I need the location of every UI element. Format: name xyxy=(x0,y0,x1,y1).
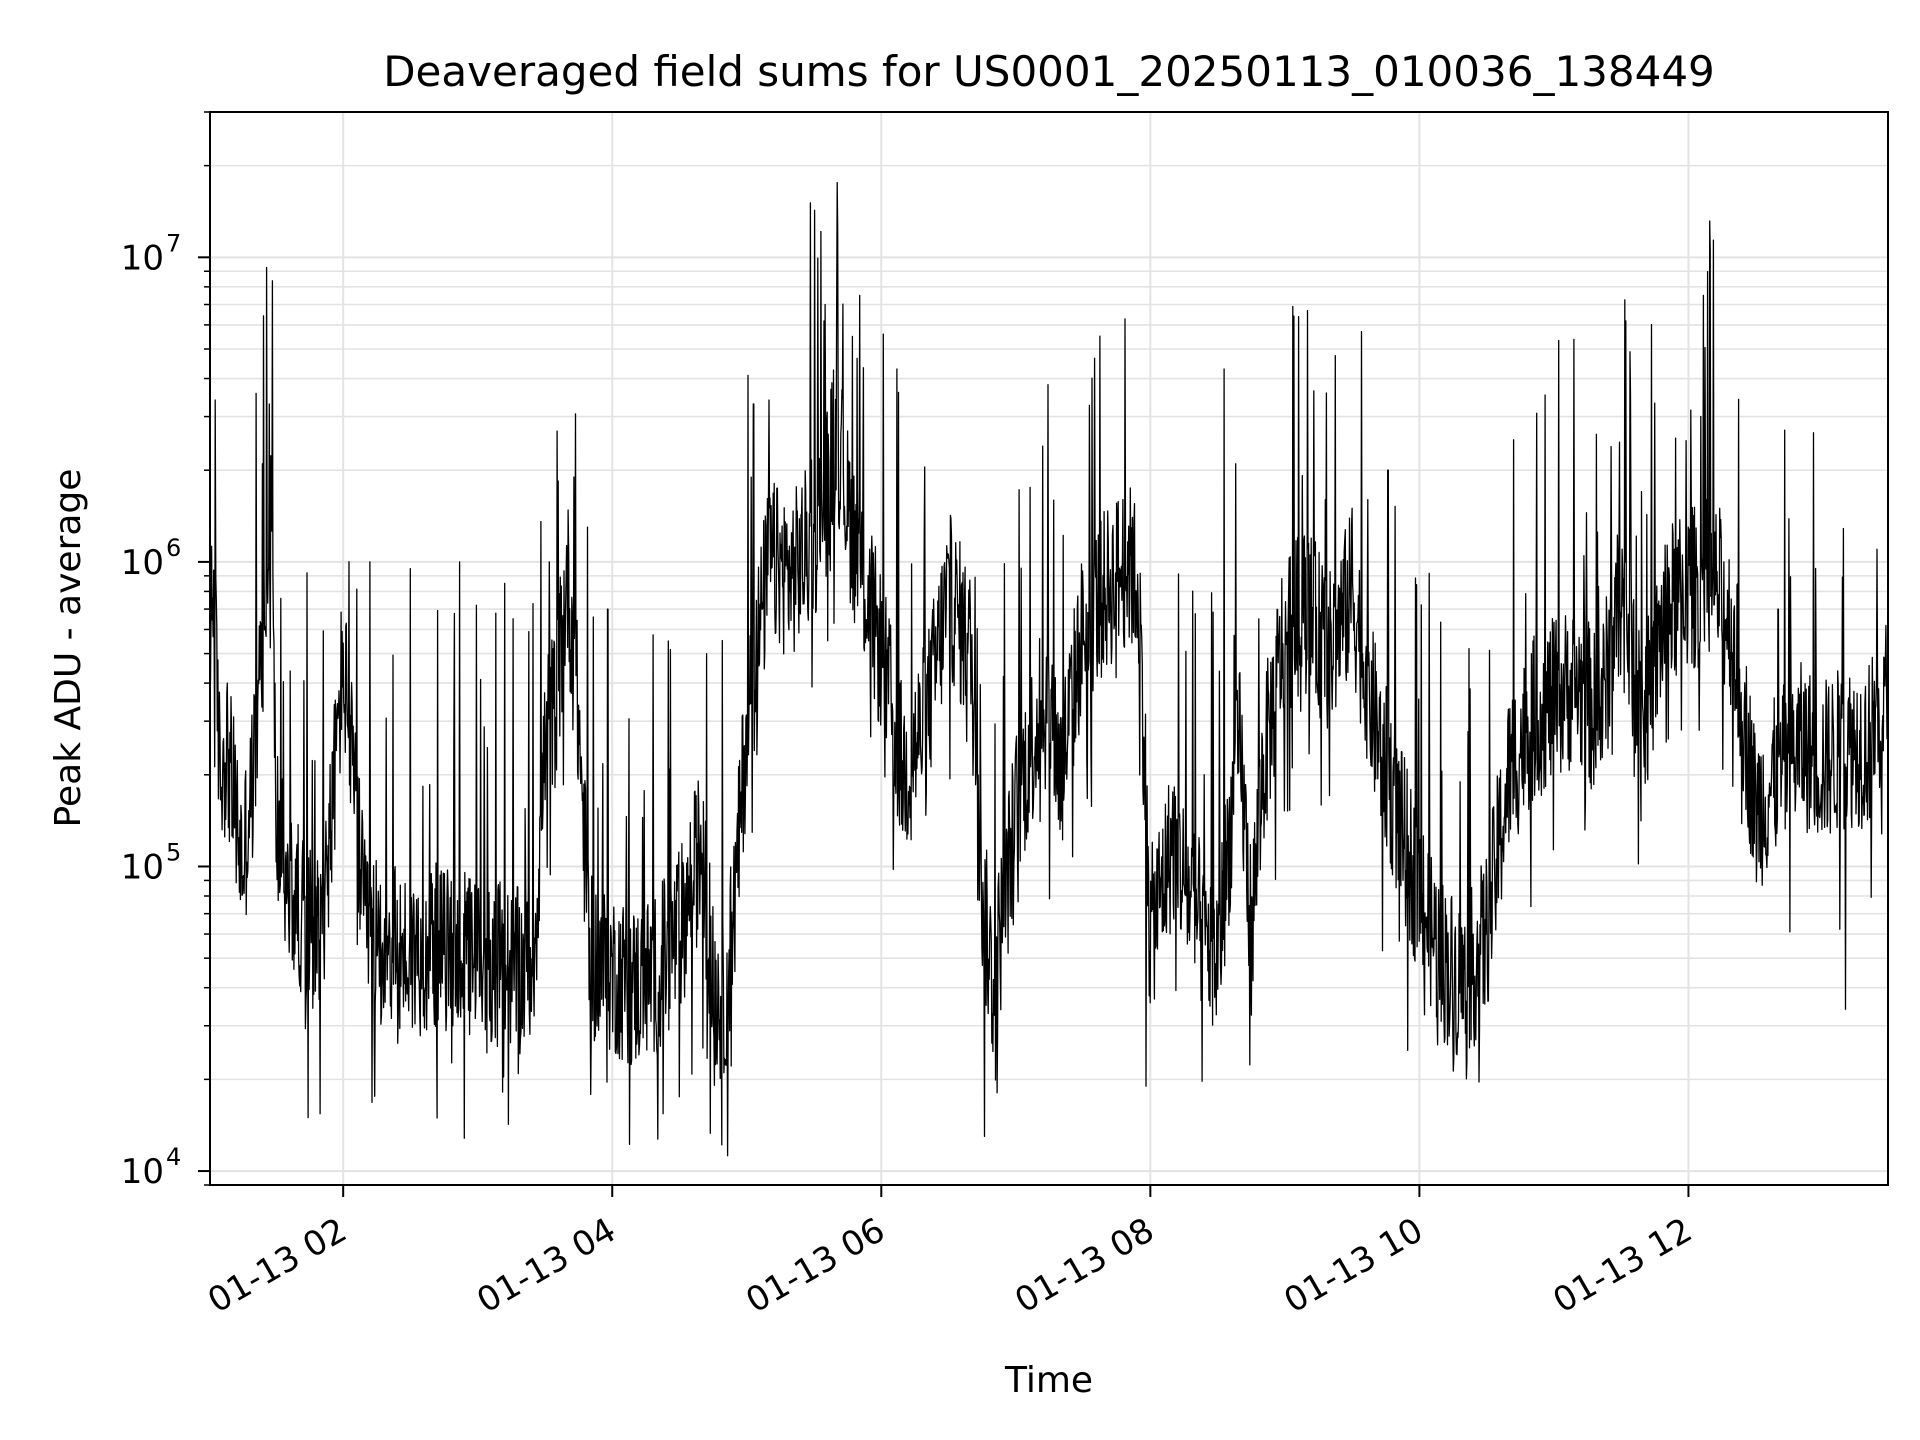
series-layer xyxy=(209,181,1889,1157)
x-tick-label: 01-13 04 xyxy=(470,1210,622,1321)
series-line xyxy=(209,181,1889,1157)
y-tick-label: 10 xyxy=(121,543,164,583)
x-tick-label: 01-13 10 xyxy=(1278,1210,1430,1321)
y-axis-label: Peak ADU - average xyxy=(48,469,89,828)
y-tick-label: 10 xyxy=(121,238,164,278)
y-tick-exponent: 4 xyxy=(166,1143,181,1171)
x-axis: 01-13 02 01-13 04 01-13 06 01-13 08 01-13 10… xyxy=(201,1185,1699,1321)
plot-frame xyxy=(209,111,1889,1186)
y-tick-exponent: 7 xyxy=(166,229,181,257)
chart-title: Deaveraged field sums for US0001_2025011… xyxy=(383,47,1715,96)
x-tick-label: 01-13 06 xyxy=(739,1210,891,1321)
x-tick-label: 01-13 12 xyxy=(1547,1210,1699,1321)
x-axis-label: Time xyxy=(1004,1360,1093,1401)
x-tick-label: 01-13 02 xyxy=(201,1210,353,1321)
y-tick-label: 10 xyxy=(121,847,164,887)
x-tick-label: 01-13 08 xyxy=(1008,1210,1160,1321)
y-tick-exponent: 6 xyxy=(166,534,181,562)
y-tick-exponent: 5 xyxy=(166,838,181,866)
y-tick-label: 10 xyxy=(121,1152,164,1192)
